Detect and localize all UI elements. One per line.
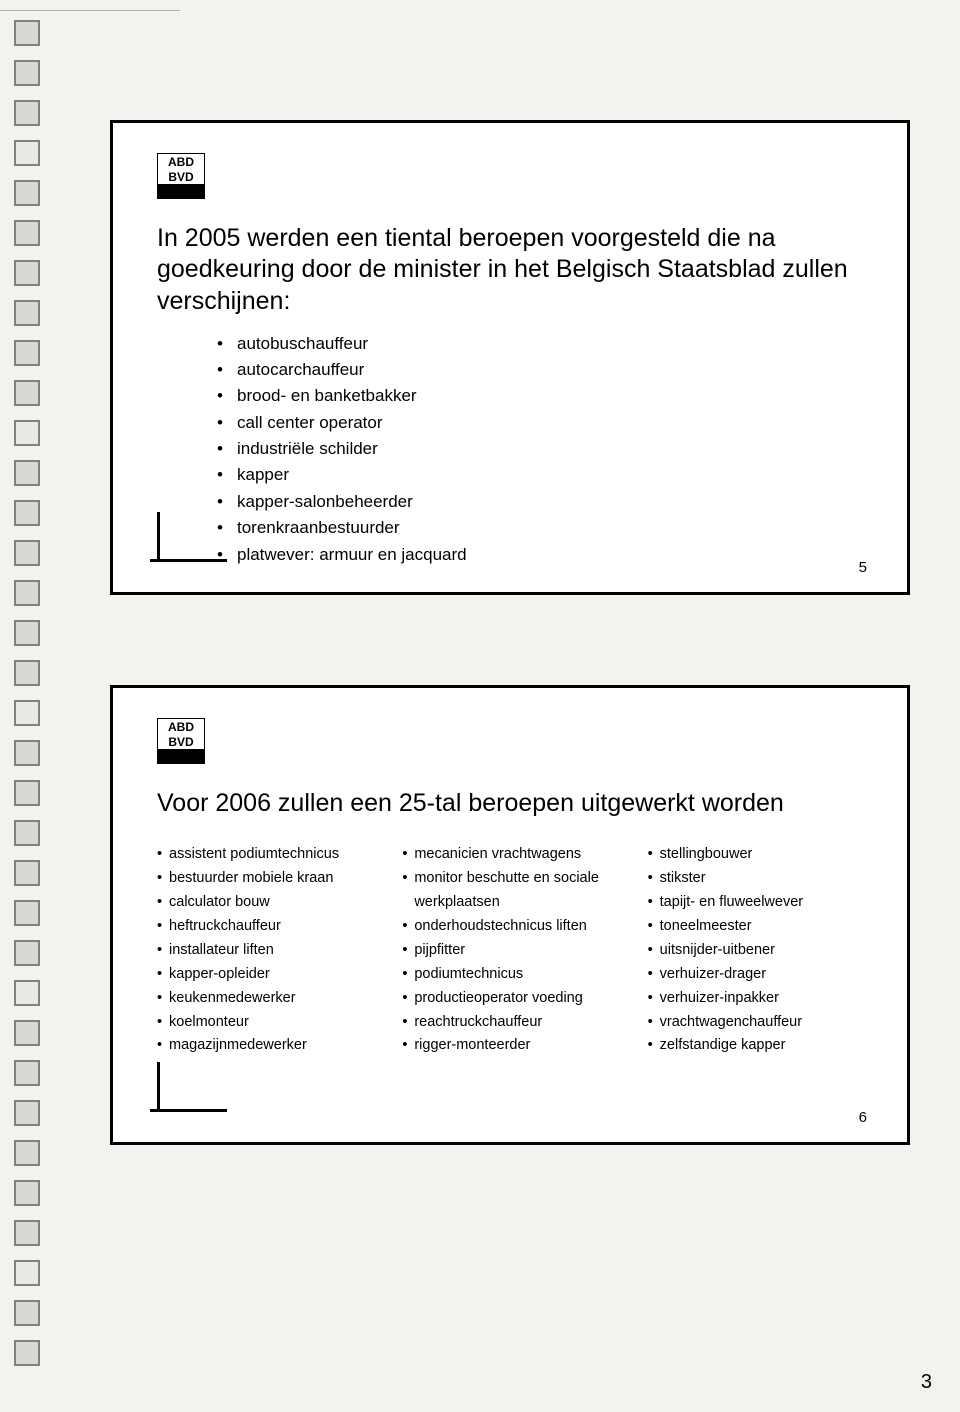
- logo-line1: ABD: [158, 154, 204, 169]
- punch-hole: [14, 1060, 40, 1086]
- slide-6-number: 6: [859, 1109, 867, 1126]
- list-item: verhuizer-drager: [648, 963, 867, 987]
- punch-hole: [14, 900, 40, 926]
- list-item: mecanicien vrachtwagens: [402, 843, 621, 867]
- slide-6-title: Voor 2006 zullen een 25-tal beroepen uit…: [157, 788, 867, 819]
- content-column: ABD BVD In 2005 werden een tiental beroe…: [110, 120, 910, 1235]
- punch-hole: [14, 20, 40, 46]
- list-item: bestuurder mobiele kraan: [157, 867, 376, 891]
- slide-5-title: In 2005 werden een tiental beroepen voor…: [157, 223, 867, 317]
- punch-hole: [14, 1260, 40, 1286]
- slide-6-columns: assistent podiumtechnicusbestuurder mobi…: [157, 843, 867, 1058]
- slide-6-col1: assistent podiumtechnicusbestuurder mobi…: [157, 843, 376, 1058]
- punch-hole: [14, 660, 40, 686]
- logo-line2: BVD: [158, 734, 204, 749]
- list-item: reachtruckchauffeur: [402, 1011, 621, 1035]
- list-item: zelfstandige kapper: [648, 1034, 867, 1058]
- list-item: onderhoudstechnicus liften: [402, 915, 621, 939]
- punch-hole: [14, 1140, 40, 1166]
- punch-hole: [14, 300, 40, 326]
- punch-hole: [14, 740, 40, 766]
- punch-hole: [14, 620, 40, 646]
- punch-hole: [14, 380, 40, 406]
- abd-bvd-logo: ABD BVD: [157, 153, 205, 199]
- punch-hole: [14, 140, 40, 166]
- list-item: torenkraanbestuurder: [217, 515, 867, 541]
- punch-hole: [14, 500, 40, 526]
- punch-hole: [14, 580, 40, 606]
- slide-5: ABD BVD In 2005 werden een tiental beroe…: [110, 120, 910, 595]
- scan-edge-rule: [0, 10, 180, 11]
- list-item: toneelmeester: [648, 915, 867, 939]
- list-item: stellingbouwer: [648, 843, 867, 867]
- punch-hole-strip: [14, 20, 42, 1366]
- list-item: call center operator: [217, 410, 867, 436]
- list-item: autocarchauffeur: [217, 357, 867, 383]
- list-item: podiumtechnicus: [402, 963, 621, 987]
- list-item: autobuschauffeur: [217, 331, 867, 357]
- punch-hole: [14, 1180, 40, 1206]
- list-item: tapijt- en fluweelwever: [648, 891, 867, 915]
- logo-line2: BVD: [158, 169, 204, 184]
- list-item: rigger-monteerder: [402, 1034, 621, 1058]
- punch-hole: [14, 340, 40, 366]
- punch-hole: [14, 180, 40, 206]
- list-item: platwever: armuur en jacquard: [217, 542, 867, 568]
- list-item: vrachtwagenchauffeur: [648, 1011, 867, 1035]
- list-item: kapper: [217, 462, 867, 488]
- list-item: kapper-opleider: [157, 963, 376, 987]
- punch-hole: [14, 1020, 40, 1046]
- punch-hole: [14, 1340, 40, 1366]
- punch-hole: [14, 260, 40, 286]
- list-item: brood- en banketbakker: [217, 383, 867, 409]
- list-item: installateur liften: [157, 939, 376, 963]
- punch-hole: [14, 1100, 40, 1126]
- slide-5-list: autobuschauffeurautocarchauffeurbrood- e…: [217, 331, 867, 568]
- logo-bar: [158, 749, 204, 763]
- punch-hole: [14, 980, 40, 1006]
- punch-hole: [14, 700, 40, 726]
- slide-6-col2: mecanicien vrachtwagensmonitor beschutte…: [402, 843, 621, 1058]
- list-item: monitor beschutte en sociale werkplaatse…: [402, 867, 621, 915]
- list-item: koelmonteur: [157, 1011, 376, 1035]
- list-item: assistent podiumtechnicus: [157, 843, 376, 867]
- punch-hole: [14, 820, 40, 846]
- corner-mark: [157, 1062, 227, 1112]
- punch-hole: [14, 780, 40, 806]
- list-item: keukenmedewerker: [157, 987, 376, 1011]
- corner-mark: [157, 512, 227, 562]
- list-item: stikster: [648, 867, 867, 891]
- slide-5-number: 5: [859, 559, 867, 576]
- list-item: productieoperator voeding: [402, 987, 621, 1011]
- slide-6-col3: stellingbouwerstikstertapijt- en fluweel…: [648, 843, 867, 1058]
- abd-bvd-logo: ABD BVD: [157, 718, 205, 764]
- list-item: uitsnijder-uitbener: [648, 939, 867, 963]
- list-item: heftruckchauffeur: [157, 915, 376, 939]
- list-item: calculator bouw: [157, 891, 376, 915]
- punch-hole: [14, 100, 40, 126]
- list-item: kapper-salonbeheerder: [217, 489, 867, 515]
- punch-hole: [14, 860, 40, 886]
- slide-6: ABD BVD Voor 2006 zullen een 25-tal bero…: [110, 685, 910, 1145]
- punch-hole: [14, 220, 40, 246]
- punch-hole: [14, 1220, 40, 1246]
- punch-hole: [14, 60, 40, 86]
- punch-hole: [14, 940, 40, 966]
- list-item: industriële schilder: [217, 436, 867, 462]
- punch-hole: [14, 460, 40, 486]
- list-item: magazijnmedewerker: [157, 1034, 376, 1058]
- page-number: 3: [921, 1371, 932, 1394]
- punch-hole: [14, 420, 40, 446]
- list-item: pijpfitter: [402, 939, 621, 963]
- list-item: verhuizer-inpakker: [648, 987, 867, 1011]
- punch-hole: [14, 1300, 40, 1326]
- punch-hole: [14, 540, 40, 566]
- logo-line1: ABD: [158, 719, 204, 734]
- logo-bar: [158, 184, 204, 198]
